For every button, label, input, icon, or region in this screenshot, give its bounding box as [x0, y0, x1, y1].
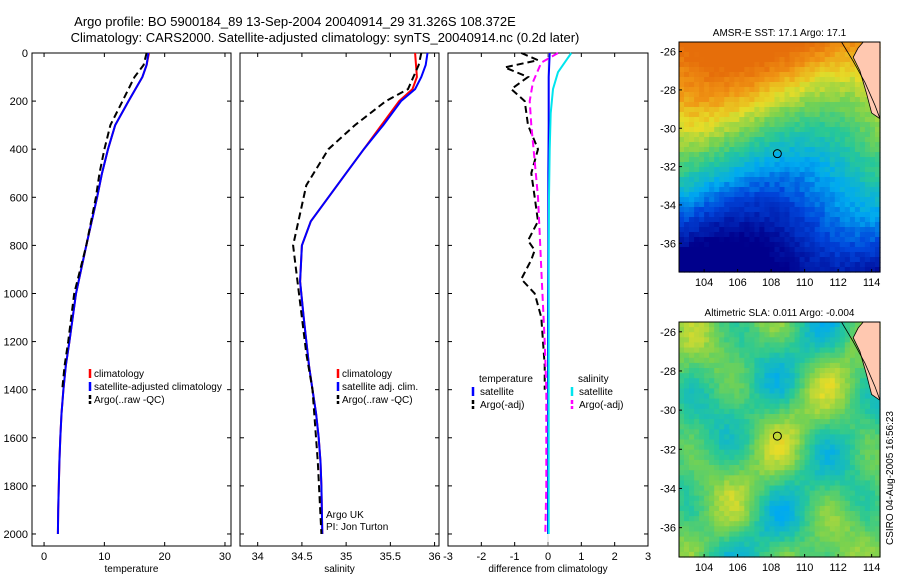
legend-label: climatology [342, 369, 392, 380]
legend-label: Argo(..raw -QC) [342, 395, 413, 406]
argo-position-marker [772, 431, 782, 441]
y-tick-label: -28 [660, 85, 676, 97]
y-tick-label: -34 [660, 483, 676, 495]
x-tick-label: 34.5 [291, 551, 312, 563]
y-tick-label: -30 [660, 123, 676, 135]
x-tick-label: 112 [829, 277, 847, 289]
series-line [501, 52, 546, 390]
coastline [841, 321, 881, 401]
y-tick-label: -36 [660, 238, 676, 250]
x-tick-label: -1 [510, 551, 520, 563]
x-tick-label: 0 [41, 551, 47, 563]
y-tick-label: 800 [10, 240, 28, 252]
y-tick-label: 1400 [4, 385, 28, 397]
x-tick-label: 2 [612, 551, 618, 563]
coastline [841, 41, 881, 119]
x-tick-label: 10 [98, 551, 110, 563]
y-tick-label: -32 [660, 162, 676, 174]
figure-title-line1: Argo profile: BO 5900184_89 13-Sep-2004 … [74, 14, 516, 29]
map-title: Altimetric SLA: 0.011 Argo: -0.004 [705, 308, 855, 319]
x-tick-label: 34 [252, 551, 264, 563]
y-tick-label: 1000 [4, 288, 28, 300]
y-tick-label: -30 [660, 405, 676, 417]
legend-label: climatology [94, 369, 144, 380]
sla-map [679, 322, 881, 558]
map-title: AMSR-E SST: 17.1 Argo: 17.1 [713, 28, 847, 39]
y-tick-label: -36 [660, 523, 676, 535]
x-tick-label: 114 [863, 562, 881, 574]
annotation-label: Argo UK [326, 510, 364, 521]
x-tick-label: 3 [645, 551, 651, 563]
y-tick-label: 600 [10, 192, 28, 204]
y-tick-label: 1600 [4, 433, 28, 445]
legend-label: temperature [479, 374, 533, 385]
legend-label: satellite adj. clim. [342, 382, 418, 393]
legend-label: Argo(..raw -QC) [94, 395, 165, 406]
legend-label: satellite-adjusted climatology [94, 382, 222, 393]
legend-label: satellite [480, 387, 514, 398]
x-tick-label: -3 [443, 551, 453, 563]
x-tick-label: 106 [728, 277, 746, 289]
argo-position-marker [772, 149, 782, 159]
series-line [528, 52, 559, 535]
y-tick-label: 400 [10, 144, 28, 156]
plot-frame [239, 52, 440, 547]
y-tick-label: 200 [10, 96, 28, 108]
sst-map [679, 42, 881, 273]
x-tick-label: 104 [695, 562, 713, 574]
legend-label: salinity [578, 374, 609, 385]
x-tick-label: -2 [476, 551, 486, 563]
x-axis-label: salinity [324, 564, 355, 575]
x-tick-label: 112 [829, 562, 847, 574]
x-tick-label: 106 [728, 562, 746, 574]
x-tick-label: 110 [796, 277, 814, 289]
x-tick-label: 108 [762, 277, 780, 289]
x-tick-label: 35.5 [380, 551, 401, 563]
legend-label: Argo(-adj) [579, 400, 623, 411]
y-tick-label: -26 [660, 47, 676, 59]
x-tick-label: 114 [863, 277, 881, 289]
x-tick-label: 108 [762, 562, 780, 574]
x-tick-label: 1 [578, 551, 584, 563]
map-frame [678, 321, 881, 558]
y-tick-label: -34 [660, 200, 676, 212]
series-line [56, 52, 150, 535]
x-tick-label: 35 [340, 551, 352, 563]
x-tick-label: 110 [796, 562, 814, 574]
x-tick-label: 36 [428, 551, 440, 563]
series-line [547, 52, 573, 534]
timestamp-label: CSIRO 04-Aug-2005 16:56:23 [885, 411, 896, 545]
x-tick-label: 0 [545, 551, 551, 563]
y-tick-label: 2000 [4, 529, 28, 541]
legend-label: satellite [579, 387, 613, 398]
series-line [56, 52, 150, 535]
series-line [299, 52, 429, 535]
y-tick-label: 0 [22, 48, 28, 60]
annotation-label: PI: Jon Turton [326, 522, 388, 533]
series-line [299, 52, 418, 535]
y-tick-label: -26 [660, 327, 676, 339]
plot-frame [31, 52, 232, 547]
figure-title-line2: Climatology: CARS2000. Satellite-adjuste… [70, 30, 580, 45]
x-tick-label: 30 [219, 551, 231, 563]
x-axis-label: temperature [105, 564, 159, 575]
series-line [61, 52, 148, 390]
x-tick-label: 20 [159, 551, 171, 563]
series-line [292, 52, 423, 535]
y-tick-label: -28 [660, 366, 676, 378]
x-axis-label: difference from climatology [488, 564, 607, 575]
legend-label: Argo(-adj) [480, 400, 524, 411]
y-tick-label: 1200 [4, 337, 28, 349]
y-tick-label: -32 [660, 444, 676, 456]
x-tick-label: 104 [695, 277, 713, 289]
y-tick-label: 1800 [4, 481, 28, 493]
map-frame [678, 41, 881, 273]
